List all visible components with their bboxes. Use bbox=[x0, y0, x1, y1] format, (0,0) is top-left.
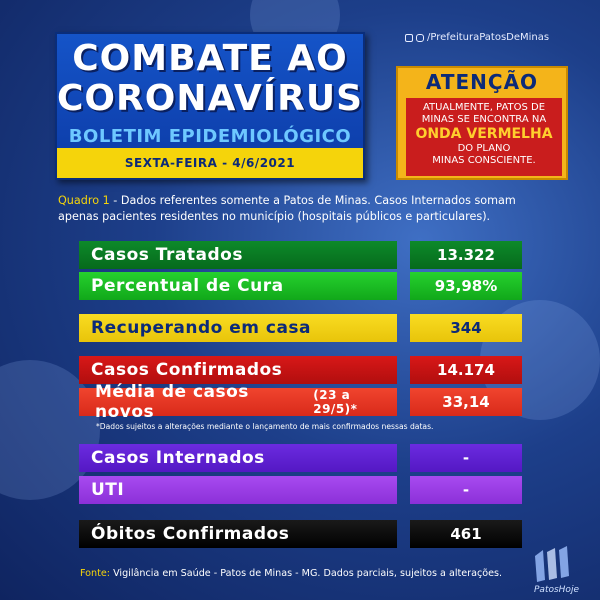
stat-label-obitos: Óbitos Confirmados bbox=[79, 520, 397, 548]
source-label: Fonte: bbox=[80, 568, 111, 579]
stat-value-casos-tratados: 13.322 bbox=[410, 241, 522, 269]
fine-print: *Dados sujeitos a alterações mediante o … bbox=[96, 422, 434, 431]
stat-label-text: Óbitos Confirmados bbox=[91, 524, 290, 544]
alert-title: ATENÇÃO bbox=[425, 70, 539, 94]
alert-line-1: ATUALMENTE, PATOS DE bbox=[422, 102, 546, 113]
alert-box: ATENÇÃO ATUALMENTE, PATOS DE MINAS SE EN… bbox=[396, 66, 568, 180]
stat-label-text: Média de casos novos bbox=[95, 382, 249, 422]
stat-value-text: 14.174 bbox=[437, 361, 495, 379]
stat-value-text: - bbox=[462, 481, 470, 499]
stat-value-casos-internados: - bbox=[410, 444, 522, 472]
instagram-icon bbox=[416, 33, 424, 42]
stat-label-text: Casos Internados bbox=[91, 448, 265, 468]
stat-value-casos-confirmados: 14.174 bbox=[410, 356, 522, 384]
stat-value-media-casos: 33,14 bbox=[410, 388, 522, 416]
alert-highlight: ONDA VERMELHA bbox=[415, 126, 553, 142]
stat-label-period: (23 a 29/5)* bbox=[313, 388, 358, 416]
logo-text: PatosHoje bbox=[534, 585, 579, 595]
stat-value-text: - bbox=[462, 449, 470, 467]
stat-value-text: 461 bbox=[450, 525, 482, 543]
note-text: - Dados referentes somente a Patos de Mi… bbox=[58, 194, 516, 223]
subtitle: BOLETIM EPIDEMIOLÓGICO bbox=[68, 126, 352, 147]
alert-line-3: DO PLANO bbox=[457, 143, 511, 154]
title-line-1: COMBATE AO bbox=[72, 38, 348, 79]
stat-label-media-casos: Média de casos novos (23 a 29/5)* bbox=[79, 382, 397, 422]
stat-value-uti: - bbox=[410, 476, 522, 504]
stat-value-text: 13.322 bbox=[437, 246, 495, 264]
patoshoje-logo-icon bbox=[535, 546, 569, 582]
stat-value-obitos: 461 bbox=[410, 520, 522, 548]
bulletin-date: SEXTA-FEIRA - 4/6/2021 bbox=[124, 156, 296, 170]
date-bar: SEXTA-FEIRA - 4/6/2021 bbox=[57, 148, 363, 178]
stat-label-text: Percentual de Cura bbox=[91, 276, 284, 296]
stat-label-casos-internados: Casos Internados bbox=[79, 444, 397, 472]
source-footer: Fonte: Vigilância em Saúde - Patos de Mi… bbox=[80, 568, 502, 579]
title-line-2: CORONAVÍRUS bbox=[57, 78, 364, 119]
source-text: Vigilância em Saúde - Patos de Minas - M… bbox=[110, 568, 503, 579]
title-panel: COMBATE AO CORONAVÍRUS BOLETIM EPIDEMIOL… bbox=[55, 32, 365, 180]
stat-value-text: 33,14 bbox=[442, 393, 490, 411]
social-handle: /PrefeituraPatosDeMinas bbox=[405, 32, 549, 43]
stat-value-text: 93,98% bbox=[434, 277, 498, 295]
stat-label-casos-tratados: Casos Tratados bbox=[79, 241, 397, 269]
social-handle-text: /PrefeituraPatosDeMinas bbox=[427, 32, 550, 43]
table-note: Quadro 1 - Dados referentes somente a Pa… bbox=[58, 193, 553, 225]
stat-label-text: UTI bbox=[91, 480, 125, 500]
stat-label-casos-confirmados: Casos Confirmados bbox=[79, 356, 397, 384]
stat-label-text: Recuperando em casa bbox=[91, 318, 312, 338]
stat-label-text: Casos Confirmados bbox=[91, 360, 283, 380]
stat-value-text: 344 bbox=[450, 319, 482, 337]
stat-label-text: Casos Tratados bbox=[91, 245, 243, 265]
stat-label-uti: UTI bbox=[79, 476, 397, 504]
stat-value-percentual-cura: 93,98% bbox=[410, 272, 522, 300]
stat-label-recuperando: Recuperando em casa bbox=[79, 314, 397, 342]
alert-body: ATUALMENTE, PATOS DE MINAS SE ENCONTRA N… bbox=[406, 98, 562, 176]
stat-label-percentual-cura: Percentual de Cura bbox=[79, 272, 397, 300]
facebook-icon bbox=[405, 33, 413, 42]
stat-value-recuperando: 344 bbox=[410, 314, 522, 342]
alert-line-4: MINAS CONSCIENTE. bbox=[432, 155, 536, 166]
note-label: Quadro 1 bbox=[58, 194, 110, 207]
alert-line-2: MINAS SE ENCONTRA NA bbox=[421, 114, 547, 125]
